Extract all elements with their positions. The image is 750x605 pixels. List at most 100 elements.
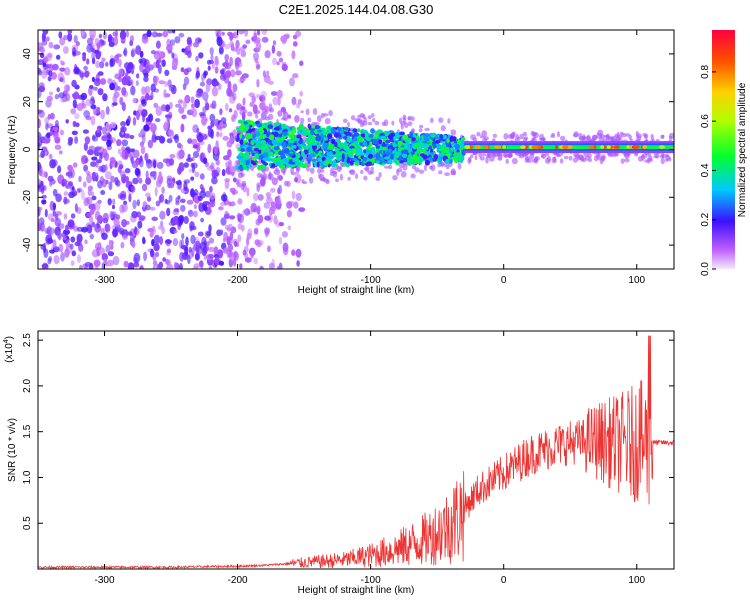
heatmap-cell bbox=[256, 110, 261, 114]
heatmap-cell bbox=[199, 81, 206, 87]
heatmap-cell bbox=[357, 128, 361, 133]
heatmap-cell bbox=[244, 208, 251, 216]
heatmap-cell bbox=[192, 144, 199, 149]
heatmap-cell bbox=[294, 115, 300, 123]
heatmap-cell bbox=[407, 115, 413, 121]
heatmap-cell bbox=[54, 94, 60, 100]
heatmap-cell bbox=[259, 164, 266, 169]
heatmap-cell bbox=[44, 227, 50, 234]
heatmap-cell bbox=[222, 155, 230, 161]
heatmap-cell bbox=[112, 94, 118, 104]
heatmap-cell bbox=[89, 30, 97, 39]
heatmap-cell bbox=[165, 259, 172, 266]
heatmap-cell bbox=[38, 142, 41, 151]
heatmap-cell bbox=[229, 215, 236, 220]
heatmap-cell bbox=[195, 240, 201, 246]
colorbar-tick-label: 0.0 bbox=[700, 262, 711, 276]
heatmap-cell bbox=[227, 80, 232, 91]
heatmap-cell bbox=[421, 143, 427, 149]
heatmap-cell bbox=[141, 183, 148, 192]
heatmap-cell bbox=[253, 257, 259, 265]
x-tick-label: -300 bbox=[95, 275, 115, 286]
heatmap-cell bbox=[312, 142, 318, 146]
heatmap-cell bbox=[67, 164, 73, 171]
heatmap-cell bbox=[219, 108, 223, 116]
heatmap-cell bbox=[148, 113, 154, 122]
heatmap-cell bbox=[291, 249, 296, 256]
heatmap-cell bbox=[537, 145, 541, 149]
heatmap-cell bbox=[385, 139, 391, 144]
heatmap-cell bbox=[67, 32, 73, 42]
y-tick-label: 0.5 bbox=[22, 516, 33, 530]
heatmap-cell bbox=[159, 210, 166, 220]
heatmap-cell bbox=[291, 96, 297, 106]
heatmap-cell bbox=[314, 125, 320, 130]
heatmap-cell bbox=[492, 133, 498, 138]
heatmap-cell bbox=[454, 143, 460, 150]
heatmap-cell bbox=[155, 59, 160, 69]
heatmap-cell bbox=[107, 251, 115, 257]
x-tick-label: 100 bbox=[628, 275, 645, 286]
heatmap-cell bbox=[164, 120, 170, 129]
heatmap-cell bbox=[159, 136, 166, 144]
heatmap-cell bbox=[162, 257, 167, 262]
heatmap-cell bbox=[302, 163, 308, 167]
heatmap-cell bbox=[337, 127, 342, 132]
heatmap-cell bbox=[223, 247, 229, 253]
heatmap-cell bbox=[253, 227, 259, 235]
heatmap-cell bbox=[175, 103, 182, 108]
heatmap-cell bbox=[353, 137, 358, 142]
heatmap-cell bbox=[292, 73, 299, 79]
heatmap-cell bbox=[432, 143, 437, 149]
heatmap-cell bbox=[200, 259, 204, 269]
heatmap-cell bbox=[43, 56, 49, 63]
heatmap-cell bbox=[261, 175, 267, 182]
heatmap-cell bbox=[196, 127, 200, 134]
heatmap-cell bbox=[369, 141, 373, 147]
heatmap-cell bbox=[312, 158, 317, 162]
heatmap-cell bbox=[141, 98, 147, 107]
heatmap-cell bbox=[75, 41, 80, 47]
heatmap-cell bbox=[149, 172, 155, 179]
heatmap-cell bbox=[41, 194, 47, 199]
heatmap-cell bbox=[378, 139, 383, 145]
heatmap-cell bbox=[367, 121, 373, 126]
heatmap-cell bbox=[114, 161, 118, 169]
heatmap-cell bbox=[114, 176, 119, 186]
colorbar-tick-label: 0.8 bbox=[700, 64, 711, 78]
heatmap-cell bbox=[262, 124, 267, 128]
heatmap-cell bbox=[105, 61, 109, 67]
heatmap-cell bbox=[89, 85, 94, 89]
heatmap-cell bbox=[214, 66, 219, 74]
heatmap-cell bbox=[146, 159, 152, 164]
heatmap-cell bbox=[357, 119, 362, 124]
heatmap-cell bbox=[165, 104, 171, 112]
heatmap-cell bbox=[222, 237, 226, 243]
heatmap-cell bbox=[48, 41, 54, 49]
heatmap-cell bbox=[119, 30, 127, 40]
heatmap-cell bbox=[294, 161, 301, 167]
heatmap-cell bbox=[354, 162, 360, 166]
heatmap-cell bbox=[224, 224, 230, 230]
heatmap-cell bbox=[114, 73, 121, 80]
heatmap-cell bbox=[72, 50, 77, 57]
heatmap-cell bbox=[238, 47, 246, 52]
heatmap-cell bbox=[396, 151, 402, 156]
heatmap-cell bbox=[113, 218, 120, 227]
heatmap-cell bbox=[271, 44, 276, 54]
heatmap-cell bbox=[56, 231, 62, 239]
heatmap-cell bbox=[292, 137, 299, 142]
heatmap-cell bbox=[235, 137, 240, 142]
heatmap-cell bbox=[63, 196, 68, 205]
heatmap-cell bbox=[267, 124, 274, 129]
heatmap-cell bbox=[105, 171, 112, 180]
heatmap-cell bbox=[234, 60, 240, 71]
heatmap-cell bbox=[38, 42, 44, 51]
heatmap-cell bbox=[383, 119, 389, 127]
heatmap-cell bbox=[54, 144, 62, 150]
heatmap-cell bbox=[238, 213, 244, 224]
heatmap-cell bbox=[97, 215, 103, 223]
heatmap-cell bbox=[286, 210, 292, 218]
heatmap-cell bbox=[474, 145, 481, 149]
heatmap-cell bbox=[252, 52, 260, 61]
